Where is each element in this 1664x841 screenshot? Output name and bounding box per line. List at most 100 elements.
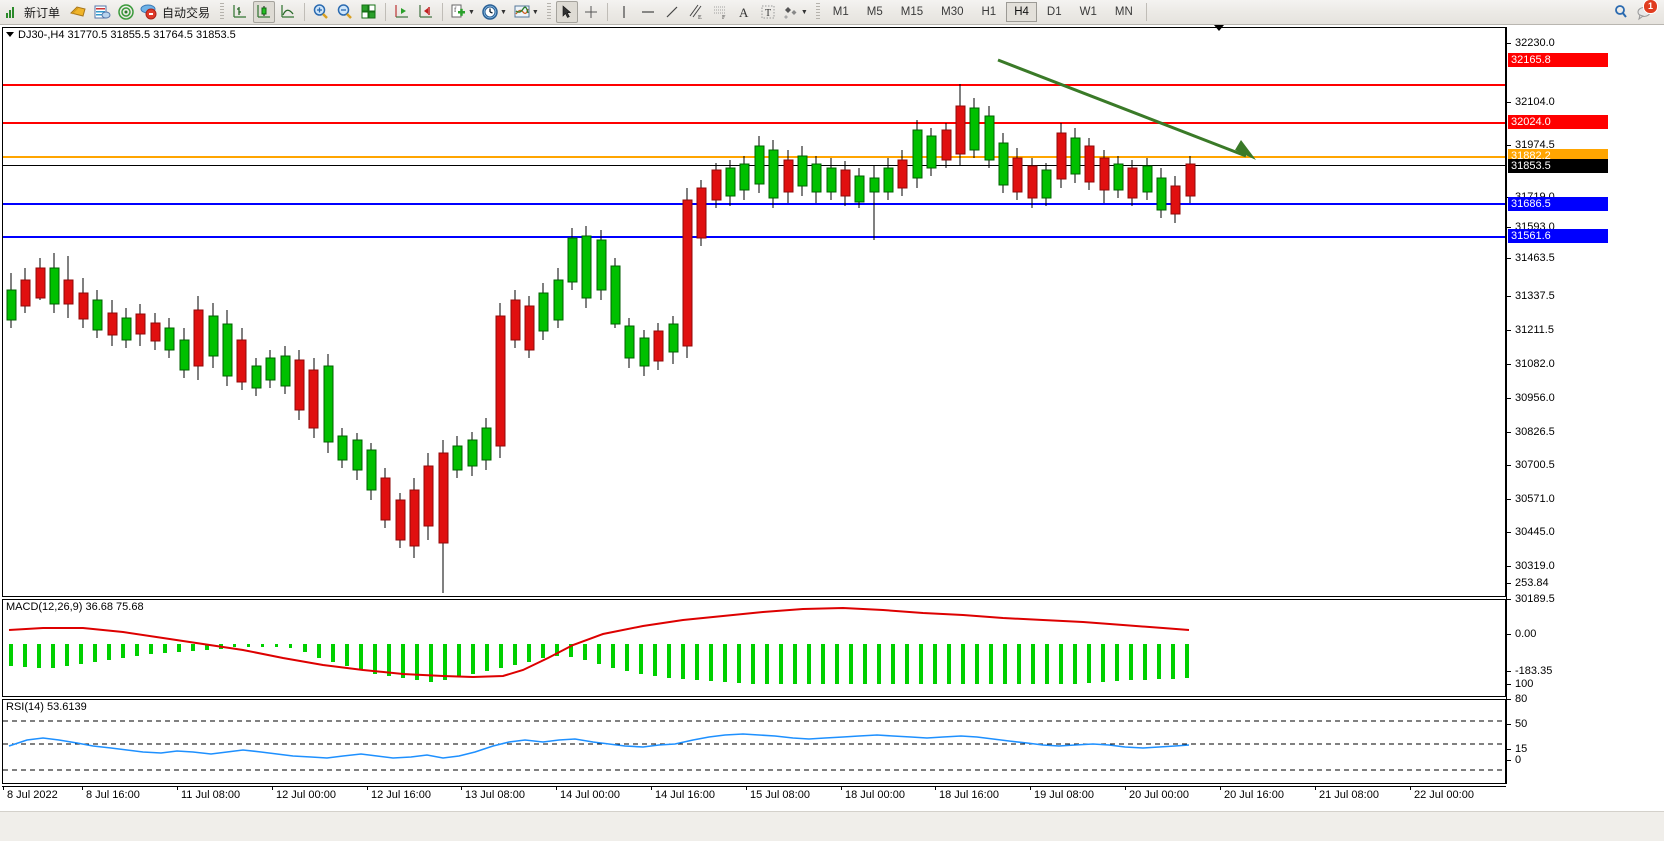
rsi-tick: 0 xyxy=(1507,754,1521,766)
crosshair-button[interactable] xyxy=(580,1,602,23)
current-price-line[interactable] xyxy=(3,165,1505,166)
resistance-line-1[interactable] xyxy=(3,84,1505,86)
auto-scroll-button[interactable] xyxy=(415,1,437,23)
horizontal-line-button[interactable] xyxy=(637,1,659,23)
objects-button[interactable]: ▼ xyxy=(781,1,811,23)
price-pane[interactable]: DJ30-,H4 31770.5 31855.5 31764.5 31853.5 xyxy=(2,27,1506,597)
price-badge-resistance-1[interactable]: 32165.8 xyxy=(1508,53,1608,67)
resistance-line-2[interactable] xyxy=(3,122,1505,124)
chart-bottom-strip[interactable] xyxy=(0,811,1664,841)
text-icon: A xyxy=(739,5,749,20)
objects-icon xyxy=(783,7,797,19)
chart-shift-button[interactable] xyxy=(391,1,413,23)
zoom-in-button[interactable] xyxy=(310,1,332,23)
timeframe-mn[interactable]: MN xyxy=(1114,6,1133,18)
notification-button[interactable]: 1 xyxy=(1634,0,1658,23)
candlestick-series xyxy=(6,58,1256,593)
down-trend-arrow xyxy=(997,58,1256,160)
timeframe-w1[interactable]: W1 xyxy=(1079,6,1097,18)
pivot-line[interactable] xyxy=(3,156,1505,158)
price-tick: 31211.5 xyxy=(1507,324,1554,336)
time-tick: 19 Jul 08:00 xyxy=(1030,786,1094,801)
support-line-1[interactable] xyxy=(3,203,1505,205)
vertical-line-button[interactable] xyxy=(613,1,635,23)
indicators-button[interactable]: ▼ xyxy=(512,1,542,23)
toolbar-grip-1[interactable] xyxy=(220,3,225,21)
time-tick: 11 Jul 08:00 xyxy=(176,786,241,801)
time-tick: 18 Jul 00:00 xyxy=(841,786,905,801)
text-label-button[interactable]: T xyxy=(757,1,779,23)
search-button[interactable] xyxy=(1610,1,1632,23)
chart-shift-icon xyxy=(395,5,409,18)
data-window-button[interactable] xyxy=(91,1,113,23)
fibonacci-icon: F xyxy=(713,6,726,21)
text-label-icon: T xyxy=(761,5,775,19)
timeframe-m1[interactable]: M1 xyxy=(832,6,849,18)
time-tick: 8 Jul 2022 xyxy=(3,786,58,801)
time-tick: 22 Jul 00:00 xyxy=(1410,786,1474,801)
timeframe-m30[interactable]: M30 xyxy=(941,6,964,18)
rsi-pane[interactable]: RSI(14) 53.6139 xyxy=(2,699,1506,784)
timeframe-m15[interactable]: M15 xyxy=(900,6,924,18)
period-dropdown-caret[interactable]: ▼ xyxy=(499,8,507,16)
svg-text:f: f xyxy=(454,6,457,14)
time-axis[interactable]: 8 Jul 2022 8 Jul 16:00 11 Jul 08:00 12 J… xyxy=(2,786,1506,808)
toolbar-grip-2[interactable] xyxy=(546,3,551,21)
tile-windows-button[interactable] xyxy=(358,1,380,23)
price-tick: 30189.5 xyxy=(1507,593,1555,605)
toolbar-grip-3[interactable] xyxy=(815,3,820,21)
zoom-out-icon xyxy=(337,4,352,19)
autotrading-button[interactable]: 自动交易 xyxy=(139,1,215,23)
bar-chart-button[interactable] xyxy=(229,1,251,23)
autotrading-label: 自动交易 xyxy=(162,5,211,20)
price-tick: 30826.5 xyxy=(1507,426,1555,438)
time-tick: 21 Jul 08:00 xyxy=(1315,786,1379,801)
price-badge-support-2[interactable]: 31561.6 xyxy=(1508,229,1608,243)
price-badge-resistance-2[interactable]: 32024.0 xyxy=(1508,115,1608,129)
price-tick: 31463.5 xyxy=(1507,252,1555,264)
new-chart-dropdown-caret[interactable]: ▼ xyxy=(468,8,475,16)
search-icon xyxy=(1615,5,1627,18)
bar-chart-icon xyxy=(233,5,247,18)
indicators-dropdown-caret[interactable]: ▼ xyxy=(531,8,539,16)
zoom-in-icon xyxy=(313,4,328,19)
price-badge-support-1[interactable]: 31686.5 xyxy=(1508,197,1608,211)
rsi-tick: 50 xyxy=(1507,718,1527,730)
svg-text:E: E xyxy=(698,15,702,21)
trendline-button[interactable] xyxy=(661,1,683,23)
time-tick: 15 Jul 08:00 xyxy=(746,786,810,801)
chart-dropdown-caret-icon[interactable] xyxy=(6,32,14,37)
period-button[interactable]: ▼ xyxy=(480,1,510,23)
tag-button[interactable] xyxy=(67,1,89,23)
cursor-button[interactable] xyxy=(555,1,578,23)
period-icon xyxy=(482,4,498,20)
rsi-tick: 15 xyxy=(1507,743,1527,755)
time-tick: 20 Jul 16:00 xyxy=(1220,786,1284,801)
equidistant-channel-button[interactable]: E xyxy=(685,1,707,23)
price-tick: 32230.0 xyxy=(1507,37,1555,49)
time-tick: 13 Jul 08:00 xyxy=(461,786,525,801)
price-tick: 30445.0 xyxy=(1507,526,1555,538)
support-line-2[interactable] xyxy=(3,236,1505,238)
text-button[interactable]: A xyxy=(733,1,755,23)
timeframe-h1[interactable]: H1 xyxy=(981,6,997,18)
timeframe-d1[interactable]: D1 xyxy=(1046,6,1062,18)
macd-pane[interactable]: MACD(12,26,9) 36.68 75.68 xyxy=(2,599,1506,697)
svg-text:T: T xyxy=(765,8,771,19)
new-order-button[interactable]: 新订单 xyxy=(3,1,65,23)
chart-area[interactable]: DJ30-,H4 31770.5 31855.5 31764.5 31853.5 xyxy=(0,25,1664,841)
notification-badge: 1 xyxy=(1643,0,1658,14)
candlestick-chart-button[interactable] xyxy=(253,1,276,23)
macd-plot xyxy=(8,606,1190,684)
timeframe-h4[interactable]: H4 xyxy=(1006,2,1037,22)
objects-dropdown-caret[interactable]: ▼ xyxy=(800,8,808,16)
line-chart-button[interactable] xyxy=(277,1,299,23)
new-chart-button[interactable]: f ▼ xyxy=(448,1,478,23)
zoom-out-button[interactable] xyxy=(334,1,356,23)
timeframe-m5[interactable]: M5 xyxy=(866,6,883,18)
price-axis[interactable]: 32230.0 32104.0 31974.5 31719.0 31593.0 … xyxy=(1506,27,1664,784)
new-chart-icon: f xyxy=(451,4,466,18)
navigator-button[interactable] xyxy=(115,1,137,23)
fibonacci-button[interactable]: F xyxy=(709,1,731,23)
price-badge-current[interactable]: 31853.5 xyxy=(1508,159,1608,173)
